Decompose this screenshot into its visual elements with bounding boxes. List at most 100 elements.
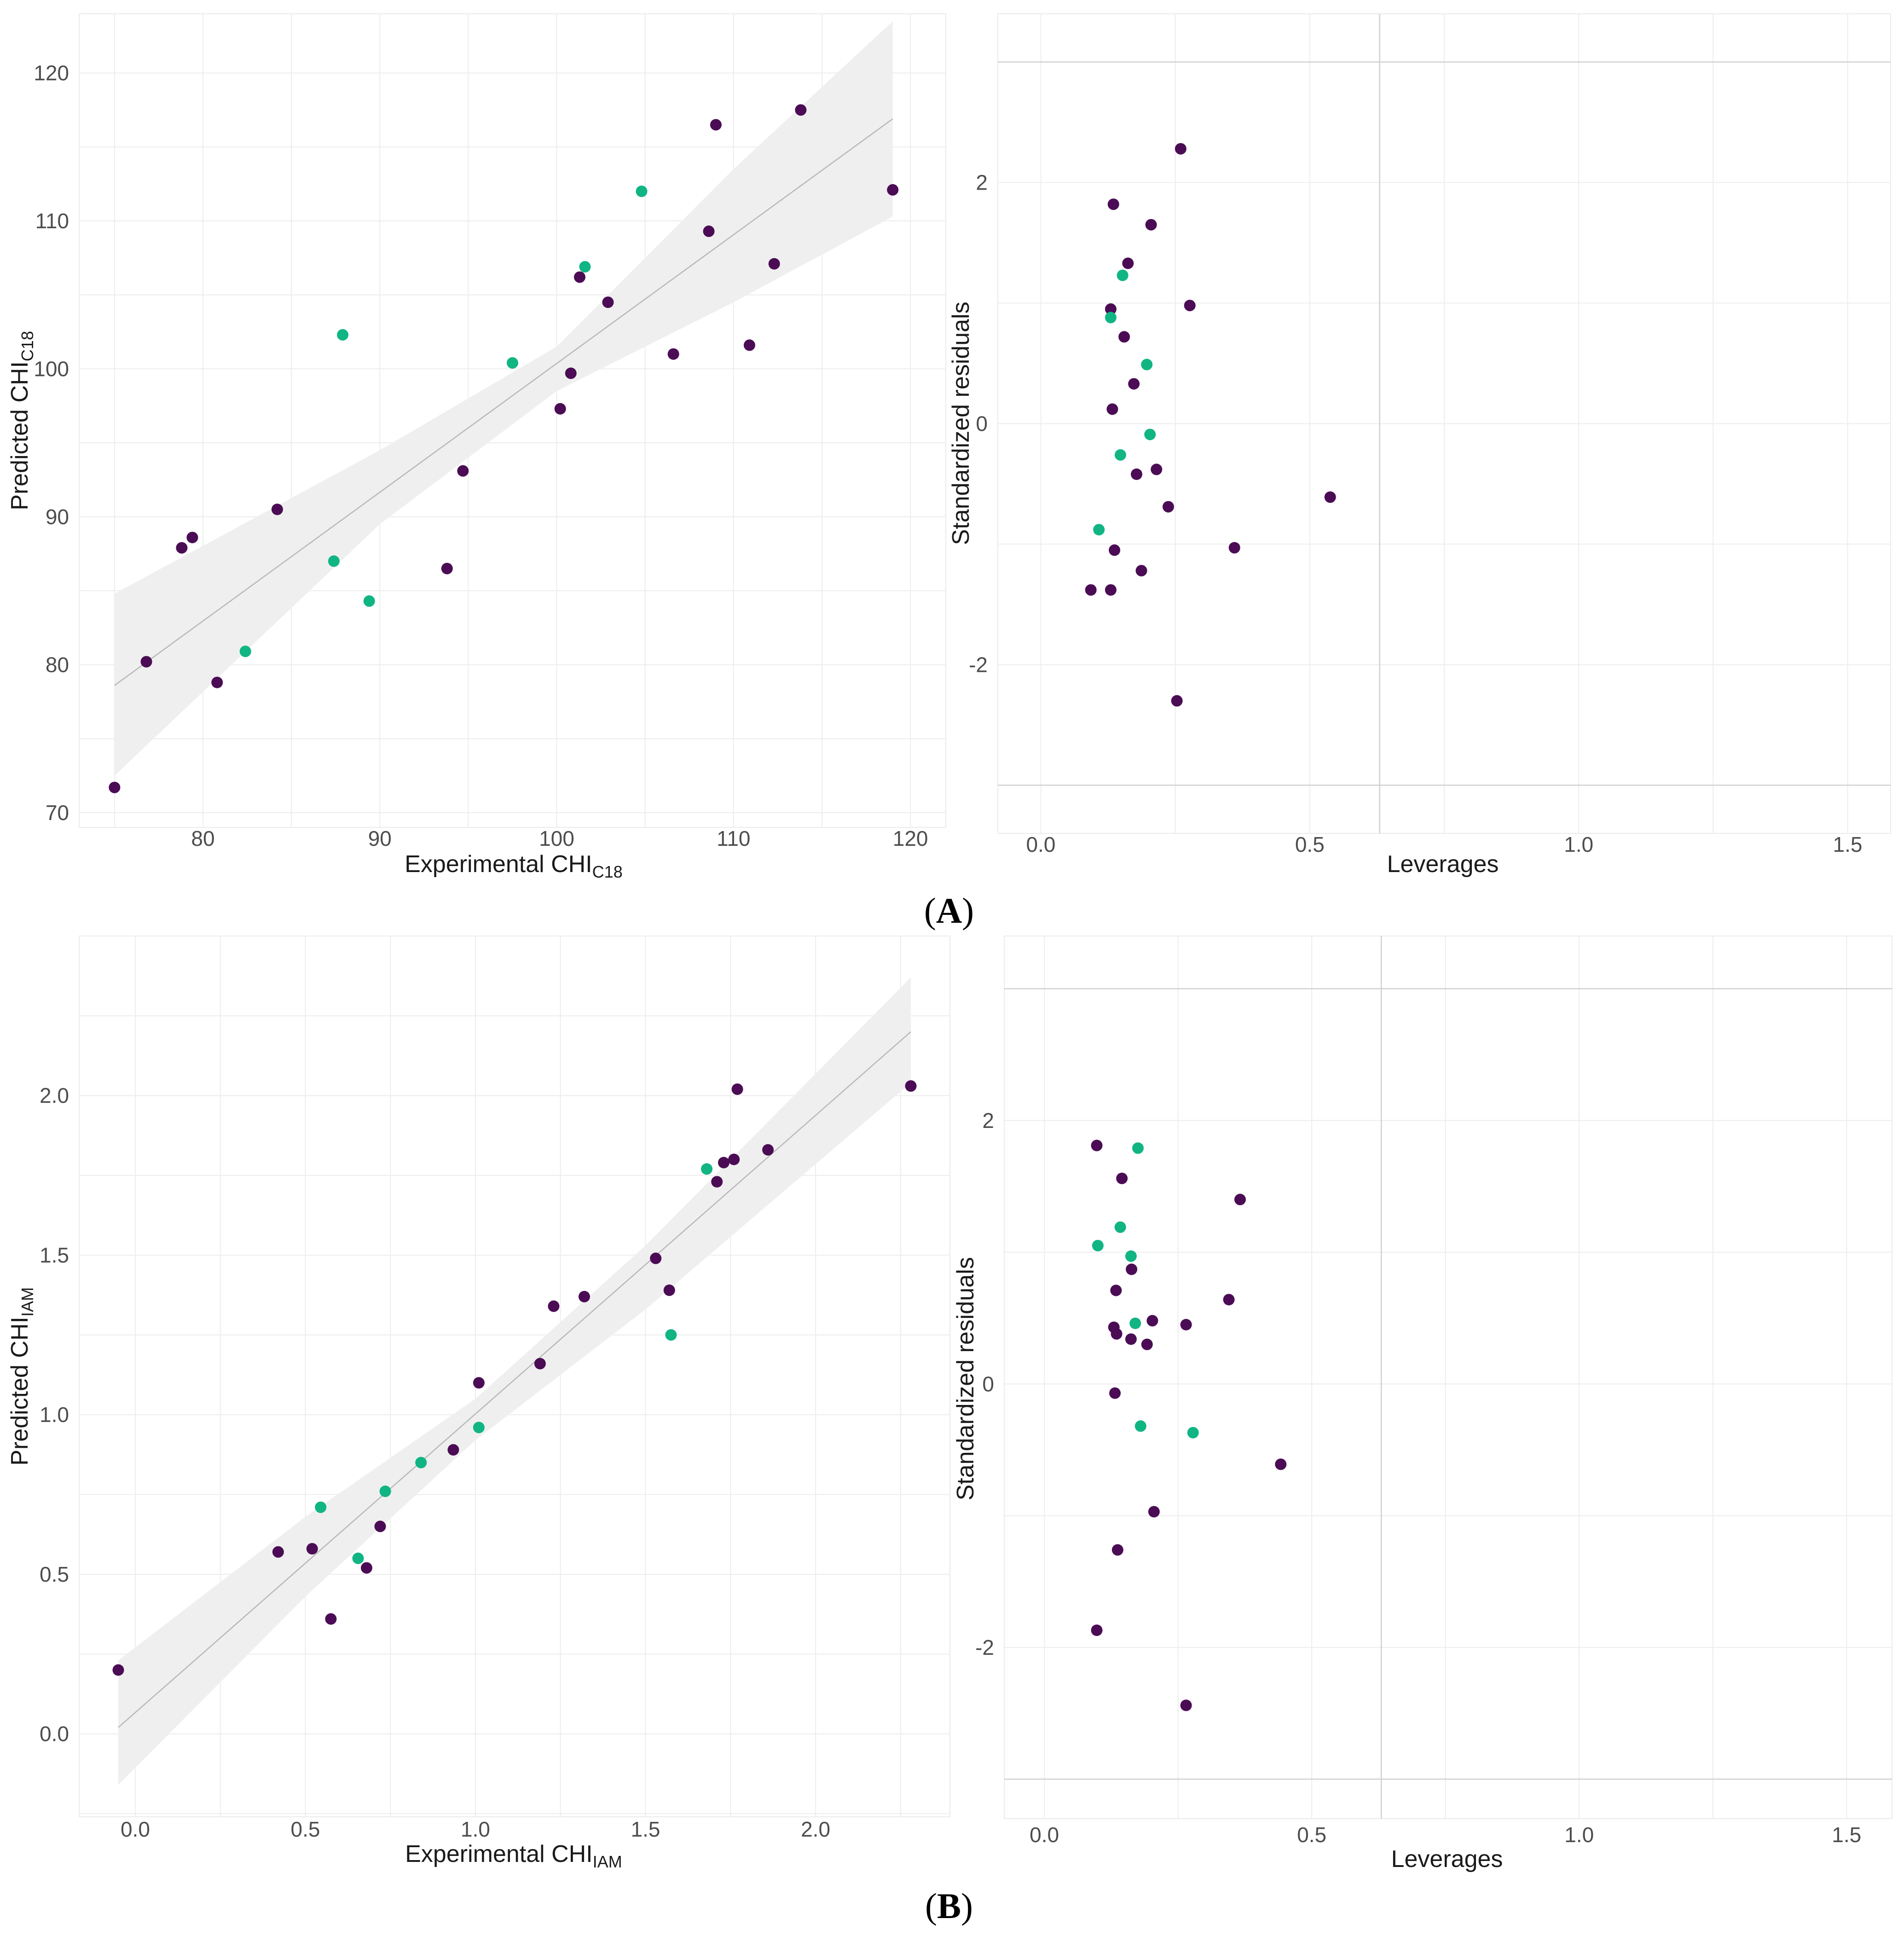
training-point	[1109, 1387, 1121, 1399]
x-axis-label: Leverages	[1387, 851, 1499, 878]
training-point	[457, 465, 469, 477]
training-point	[1109, 544, 1121, 556]
training-point	[441, 562, 453, 574]
x-tick-label: 1.0	[461, 1817, 490, 1841]
test-point	[1141, 358, 1153, 370]
training-point	[1118, 331, 1130, 343]
panel-a-prediction-plot: 80 90 100 110 120 70 80 90 100 110 120 Experimental…	[6, 13, 946, 881]
x-tick-label: 0.0	[121, 1817, 150, 1841]
training-point	[650, 1252, 662, 1264]
plot-area	[1004, 936, 1892, 1819]
training-point	[887, 184, 899, 196]
x-axis-label: Leverages	[1391, 1846, 1503, 1872]
training-point	[1131, 468, 1143, 480]
x-axis-label: Experimental CHIC18	[405, 851, 623, 881]
x-tick-label: 0.5	[1295, 832, 1325, 856]
training-point	[602, 296, 614, 308]
test-point	[701, 1163, 713, 1175]
training-point	[905, 1080, 917, 1092]
panel-a-williams-plot: 0.0 0.5 1.0 1.5 -2 0 2 Leverages Standardized re…	[948, 13, 1891, 878]
regression-line	[114, 118, 893, 686]
training-point	[565, 367, 577, 379]
training-point	[473, 1377, 485, 1389]
test-point	[1144, 428, 1156, 440]
training-point	[1324, 491, 1336, 503]
training-point	[554, 403, 566, 415]
training-point	[1085, 584, 1097, 596]
training-point	[762, 1144, 774, 1156]
training-point	[361, 1562, 373, 1574]
y-tick-label: 0	[982, 1372, 994, 1396]
test-point	[1129, 1318, 1141, 1329]
y-tick-label: 1.0	[40, 1403, 69, 1427]
x-tick-label: 2.0	[801, 1817, 830, 1841]
x-tick-label: 90	[368, 826, 392, 850]
y-tick-label: 90	[46, 505, 69, 529]
test-point	[1114, 449, 1126, 461]
test-point	[328, 555, 340, 567]
training-point	[1275, 1458, 1287, 1470]
training-point	[1106, 403, 1118, 415]
x-tick-label: 110	[717, 826, 750, 850]
test-point	[1114, 1221, 1126, 1233]
y-tick-label: 1.5	[40, 1243, 69, 1267]
x-tick-label: 100	[539, 826, 574, 850]
y-axis-label: Predicted CHIC18	[6, 331, 37, 510]
training-point	[1126, 1263, 1138, 1275]
training-point	[574, 271, 586, 283]
test-point	[363, 595, 375, 607]
test-point	[1105, 312, 1117, 324]
training-point	[1125, 1333, 1137, 1345]
test-point	[1092, 1240, 1104, 1252]
x-tick-label: 0.0	[1030, 1823, 1059, 1847]
y-tick-label: 2	[976, 171, 988, 195]
panel-label-b: (B)	[925, 1886, 973, 1926]
y-tick-label: 80	[46, 653, 69, 676]
regression-line	[118, 1031, 911, 1728]
training-point	[711, 1176, 723, 1188]
training-point	[1111, 1328, 1123, 1340]
training-point	[211, 676, 223, 688]
training-point	[1116, 1173, 1128, 1185]
test-point	[1132, 1142, 1144, 1154]
training-point	[579, 1291, 590, 1303]
y-tick-label: 0	[976, 412, 988, 436]
training-point	[306, 1543, 318, 1555]
training-point	[1151, 463, 1163, 475]
y-tick-label: 2.0	[40, 1084, 69, 1108]
y-tick-label: 0.0	[40, 1722, 69, 1746]
training-point	[447, 1444, 459, 1456]
training-point	[1146, 1315, 1158, 1327]
y-tick-label: 120	[34, 61, 69, 85]
training-point	[1234, 1194, 1246, 1206]
training-point	[112, 1664, 124, 1676]
x-tick-label: 0.0	[1026, 832, 1056, 856]
x-tick-label: 1.5	[1833, 832, 1863, 856]
panel-b-prediction-plot: 0.0 0.5 1.0 1.5 2.0 0.0 0.5 1.0 1.5 2.0 Experiment…	[6, 936, 950, 1871]
panel-b-williams-plot: 0.0 0.5 1.0 1.5 -2 0 2 Leverages Standardized re…	[952, 936, 1892, 1872]
training-point	[718, 1156, 730, 1168]
test-point	[415, 1456, 427, 1468]
test-point	[337, 329, 349, 341]
training-point	[374, 1520, 386, 1532]
test-point	[473, 1422, 485, 1433]
training-point	[1141, 1338, 1153, 1350]
training-point	[703, 225, 715, 237]
training-point	[1180, 1318, 1192, 1330]
training-point	[1228, 542, 1240, 554]
training-point	[1223, 1294, 1235, 1306]
training-point	[1145, 219, 1157, 231]
training-point	[1110, 1284, 1122, 1296]
x-tick-label: 1.0	[1564, 1823, 1594, 1847]
y-axis-label: Standardized residuals	[948, 302, 974, 545]
training-point	[728, 1153, 740, 1165]
test-point	[507, 357, 518, 369]
training-point	[731, 1083, 743, 1095]
training-point	[1105, 584, 1117, 596]
training-point	[1171, 695, 1183, 707]
y-tick-label: 0.5	[40, 1562, 69, 1586]
x-tick-label: 120	[893, 826, 928, 850]
y-axis-label: Standardized residuals	[952, 1257, 979, 1501]
training-point	[1122, 257, 1134, 269]
